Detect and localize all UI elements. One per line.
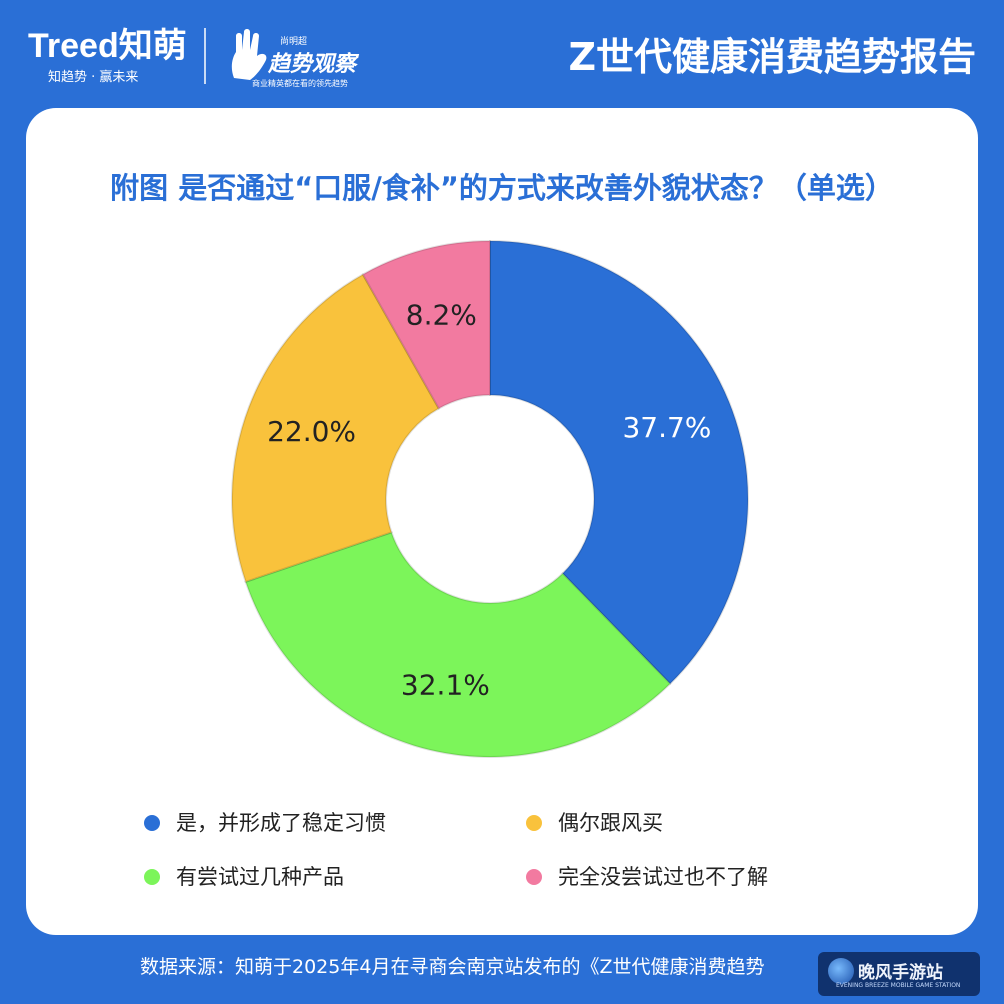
hand-logo-icon <box>231 29 267 80</box>
trend-observation-logo: 尚明超 趋势观察 商业精英都在看的领先趋势 <box>226 24 376 90</box>
brand2-top-text: 尚明超 <box>280 37 308 47</box>
slice-2 <box>231 273 441 584</box>
legend-label: 完全没尝试过也不了解 <box>558 865 768 889</box>
report-title: Z世代健康消费趋势报告 <box>568 35 976 79</box>
chart-card: 附图 是否通过“口服/食补”的方式来改善外貌状态？（单选） 37.7% 32.1%… <box>26 108 978 935</box>
legend-label: 有尝试过几种产品 <box>176 865 344 889</box>
donut-chart: 37.7% 32.1% 22.0% 8.2% <box>231 239 749 758</box>
legend-item-habit: 是，并形成了稳定习惯 <box>144 808 386 838</box>
brand2-bottom-text: 商业精英都在看的领先趋势 <box>252 79 348 88</box>
legend-label: 是，并形成了稳定习惯 <box>176 811 386 835</box>
header: Treed知萌 知趋势 · 赢未来 尚明超 趋势观察 商业精英都在看的领先趋势 … <box>0 0 1004 100</box>
header-divider <box>204 28 206 84</box>
data-source: 数据来源：知萌于2025年4月在寻商会南京站发布的《Z世代健康消费趋势 <box>140 956 765 978</box>
treed-slogan: 知趋势 · 赢未来 <box>48 70 139 85</box>
legend-label: 偶尔跟风买 <box>558 811 663 835</box>
legend-dot-blue <box>144 815 160 831</box>
slice-0 <box>489 239 749 686</box>
treed-logo: Treed知萌 <box>28 27 187 65</box>
legend-item-occasional: 偶尔跟风买 <box>526 808 663 838</box>
watermark-sub: EVENING BREEZE MOBILE GAME STATION <box>836 982 961 989</box>
watermark-main: 晚风手游站 <box>858 963 943 983</box>
legend-dot-green <box>144 869 160 885</box>
watermark: 晚风手游站 EVENING BREEZE MOBILE GAME STATION <box>818 952 980 996</box>
legend-item-tried: 有尝试过几种产品 <box>144 862 344 892</box>
slice-label-3: 8.2% <box>406 298 477 331</box>
globe-icon <box>828 958 854 984</box>
legend-item-never: 完全没尝试过也不了解 <box>526 862 768 892</box>
slice-3 <box>361 239 491 410</box>
slice-label-1: 32.1% <box>401 669 490 702</box>
legend-dot-yellow <box>526 815 542 831</box>
chart-title: 附图 是否通过“口服/食补”的方式来改善外貌状态？（单选） <box>110 171 894 205</box>
legend: 是，并形成了稳定习惯 偶尔跟风买 有尝试过几种产品 完全没尝试过也不了解 <box>144 808 924 908</box>
legend-dot-pink <box>526 869 542 885</box>
slice-label-2: 22.0% <box>267 415 356 448</box>
slice-label-0: 37.7% <box>622 411 711 444</box>
slice-1 <box>244 531 672 758</box>
brand2-main-text: 趋势观察 <box>268 51 357 77</box>
